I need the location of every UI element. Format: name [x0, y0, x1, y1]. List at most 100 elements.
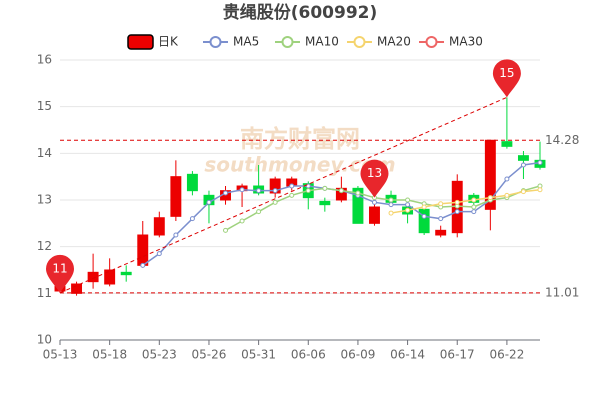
ma-point — [239, 218, 245, 224]
x-tick-label: 06-14 — [390, 348, 425, 362]
ma-point — [388, 202, 394, 208]
y-tick-label: 13 — [37, 193, 52, 207]
y-tick-label: 10 — [37, 333, 52, 347]
x-tick-label: 06-09 — [340, 348, 375, 362]
candle-body — [71, 283, 83, 294]
x-tick-label: 05-31 — [241, 348, 276, 362]
pin — [46, 254, 74, 293]
ma-point — [272, 199, 278, 205]
ma-point — [289, 192, 295, 198]
ma-point — [520, 162, 526, 168]
ma-point — [272, 188, 278, 194]
trend-line — [59, 96, 508, 294]
watermark: 南方财富网 southmoney.com — [204, 125, 395, 177]
candle-body — [435, 229, 447, 236]
legend-swatch — [209, 36, 222, 48]
ma-point — [471, 197, 477, 203]
ma-point — [454, 199, 460, 205]
ma-point — [405, 202, 411, 208]
ma-point — [223, 190, 229, 196]
x-tick-label: 06-22 — [489, 348, 524, 362]
ma-point — [504, 176, 510, 182]
pin-label: 13 — [367, 166, 382, 180]
ma-point — [338, 188, 344, 194]
pin-label: 15 — [499, 66, 514, 80]
ma-point — [355, 190, 361, 196]
ma-point — [140, 262, 146, 268]
ma-point — [487, 195, 493, 201]
ma-point — [438, 216, 444, 222]
ma-point — [305, 188, 311, 194]
legend-label: MA10 — [305, 35, 339, 49]
ma-point — [471, 204, 477, 210]
ma-point — [289, 183, 295, 189]
candle-body — [319, 200, 331, 206]
ma-point — [388, 197, 394, 203]
ma-point — [454, 209, 460, 215]
x-tick-label: 06-17 — [440, 348, 475, 362]
ma-point — [322, 185, 328, 191]
ma-point — [223, 227, 229, 233]
legend-label: MA5 — [233, 35, 259, 49]
ma-point — [371, 199, 377, 205]
pin — [360, 159, 389, 198]
legend-swatch — [425, 36, 438, 48]
y-tick-label: 11 — [37, 286, 52, 300]
candle-body — [501, 141, 513, 147]
ma-line — [225, 185, 541, 231]
candle-body — [186, 173, 198, 192]
chart-title: 贵绳股份(600992) — [223, 2, 378, 23]
candle-body — [104, 269, 116, 285]
candle-body — [369, 206, 380, 224]
legend-label: 日K — [158, 35, 179, 49]
legend-label: MA30 — [449, 35, 483, 49]
pin — [492, 59, 521, 98]
y-tick-label: 16 — [37, 53, 52, 67]
candle-body — [87, 271, 99, 283]
ma-point — [504, 192, 510, 198]
legend-swatch — [353, 36, 366, 48]
candle-body — [352, 187, 364, 224]
ma-point — [405, 207, 411, 213]
candle-body — [153, 217, 165, 236]
ma-point — [405, 197, 411, 203]
mark-line-label: 14.28 — [545, 133, 579, 147]
legend-label: MA20 — [377, 35, 411, 49]
candle-body — [137, 234, 149, 266]
legend-swatch — [281, 36, 294, 48]
legend: 日K MA5 MA10 MA20 MA30 — [127, 34, 483, 50]
x-tick-label: 05-23 — [142, 348, 177, 362]
candle-body — [517, 155, 529, 161]
ma-point — [421, 204, 427, 210]
ma-point — [206, 199, 212, 205]
ma-point — [388, 210, 394, 216]
y-tick-label: 12 — [37, 239, 52, 253]
ma-point — [471, 209, 477, 215]
ma-point — [189, 216, 195, 222]
ma-point — [537, 160, 543, 166]
legend-swatch — [127, 34, 154, 50]
ma-point — [156, 251, 162, 257]
x-tick-label: 06-06 — [291, 348, 326, 362]
ma-point — [256, 209, 262, 215]
ma-point — [421, 213, 427, 219]
y-tick-label: 15 — [37, 99, 52, 113]
x-tick-label: 05-26 — [192, 348, 227, 362]
x-tick-label: 05-18 — [92, 348, 127, 362]
ma-point — [239, 187, 245, 193]
ma-point — [537, 187, 543, 193]
candle-body — [418, 208, 430, 234]
mark-line-label: 11.01 — [545, 285, 579, 299]
y-tick-label: 14 — [37, 146, 52, 160]
ma-line — [390, 188, 541, 214]
x-tick-label: 05-13 — [43, 348, 78, 362]
ma-point — [256, 188, 262, 194]
ma-point — [520, 189, 526, 195]
candle-body — [120, 271, 132, 276]
ma-point — [438, 201, 444, 207]
watermark-text: 南方财富网 — [240, 125, 360, 153]
ma-point — [173, 232, 179, 238]
pin-label: 11 — [52, 261, 67, 275]
candle-body — [170, 176, 182, 217]
